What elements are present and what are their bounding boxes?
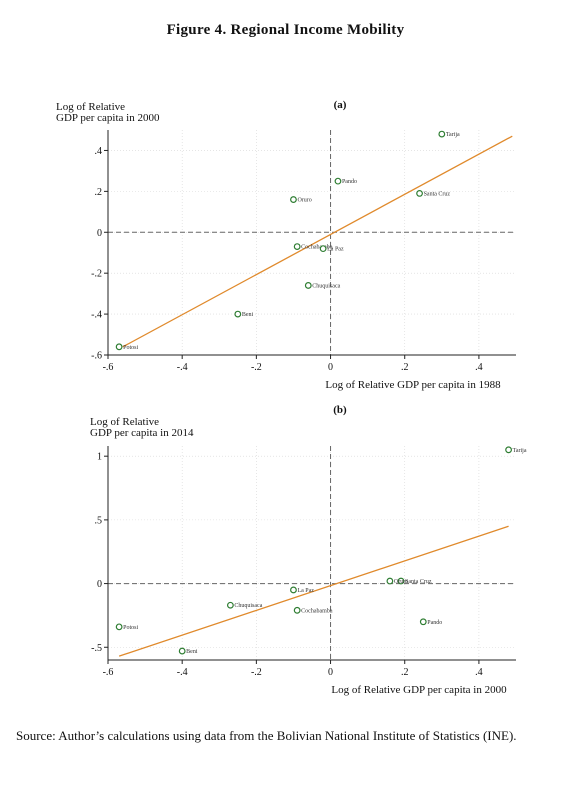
panel-a-point: [334, 177, 342, 185]
panel-a-y-axis-title: Log of Relative: [56, 101, 125, 113]
panel-b-point-label: Oruro: [394, 579, 408, 585]
panel-b-point: [397, 577, 405, 585]
panel-b-point-label: Santa Cruz: [405, 579, 432, 585]
panel-b-label: (b): [333, 404, 347, 416]
panel-a-point-label: Potosi: [123, 345, 138, 351]
panel-b-x-axis-title: Log of Relative GDP per capita in 2000: [331, 684, 507, 696]
panel-a-x-tick-label: 0: [328, 362, 333, 373]
panel-b-point: [505, 446, 512, 454]
panel-a-label: (a): [334, 99, 347, 111]
panel-b-point-label: Cochabamba: [301, 608, 333, 614]
panel-a-point-label: Santa Cruz: [424, 191, 451, 197]
panel-b-y-tick-label: 0: [97, 579, 102, 590]
panel-a-point: [115, 343, 123, 351]
panel-a-y-tick-label: 0: [97, 228, 102, 239]
panel-b-point-label: Potosi: [123, 625, 138, 631]
panel-a-point: [416, 190, 423, 197]
panel-a-point-label: Beni: [242, 312, 254, 318]
panel-a-point: [438, 130, 446, 138]
panel-a-y-tick-label: .2: [95, 187, 103, 198]
panel-b-fit-line: [118, 525, 509, 657]
panel-b-point-label: La Paz: [297, 588, 314, 594]
panel-b-x-tick-label: .4: [475, 667, 483, 678]
panel-a-x-tick-label: .2: [401, 362, 409, 373]
panel-a-point: [293, 243, 301, 250]
panel-a-x-tick-label: -.2: [251, 362, 262, 373]
panel-b-point-label: Beni: [186, 649, 198, 655]
panel-b-point: [115, 623, 123, 631]
panel-b-x-tick-label: -.2: [251, 667, 262, 678]
panel-a-y-tick-label: -.2: [91, 269, 102, 280]
panel-b-x-tick-label: 0: [328, 667, 333, 678]
panel-b-point: [290, 586, 297, 594]
panel-b-y-axis-title: GDP per capita in 2014: [90, 427, 194, 439]
figure-title: Figure 4. Regional Income Mobility: [166, 22, 405, 38]
panel-a-x-axis-title: Log of Relative GDP per capita in 1988: [325, 379, 501, 391]
panel-a-point-label: La Paz: [327, 247, 344, 253]
panel-b-point: [226, 601, 234, 609]
panel-b-point-label: Pando: [427, 620, 442, 626]
panel-a-fit-line: [122, 135, 513, 348]
panel-b-point: [293, 606, 301, 614]
panel-a-y-tick-label: .4: [95, 146, 103, 157]
panel-a-x-tick-label: -.6: [103, 362, 114, 373]
panel-a-point: [304, 282, 312, 289]
panel-a-point-label: Cochabamba: [301, 245, 333, 251]
panel-b-point: [386, 577, 394, 585]
panel-a-point-label: Pando: [342, 179, 357, 185]
panel-a-point-label: Oruro: [297, 198, 311, 204]
panel-a-point-label: Chuquisaca: [312, 283, 340, 289]
panel-a-y-axis-title: GDP per capita in 2000: [56, 112, 160, 124]
panel-a-point: [319, 245, 327, 253]
panel-b-point-label: Chuquisaca: [234, 603, 262, 609]
panel-b-point: [419, 618, 427, 626]
panel-a-x-tick-label: -.4: [177, 362, 188, 373]
panel-a-point-label: Tarija: [446, 132, 460, 138]
panel-a-point: [234, 310, 242, 318]
panel-b-x-tick-label: .2: [401, 667, 409, 678]
panel-b-y-axis-title: Log of Relative: [90, 416, 159, 428]
panel-b-x-tick-label: -.6: [103, 667, 114, 678]
source-note: Source: Author’s calculations using data…: [16, 728, 517, 743]
panel-b-x-tick-label: -.4: [177, 667, 188, 678]
panel-a-y-tick-label: -.6: [91, 351, 102, 362]
panel-a-y-tick-label: -.4: [91, 310, 102, 321]
panel-b-y-tick-label: -.5: [91, 643, 102, 654]
panel-b-y-tick-label: .5: [95, 515, 103, 526]
panel-a-point: [290, 196, 297, 203]
panel-b-point-label: Tarija: [513, 448, 527, 454]
panel-b-y-tick-label: 1: [97, 452, 102, 463]
panel-a-x-tick-label: .4: [475, 362, 483, 373]
panel-b-point: [178, 647, 186, 655]
